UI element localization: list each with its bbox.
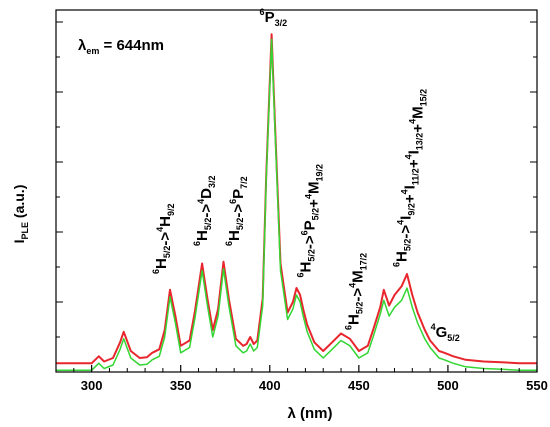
emission-wavelength-note: λem = 644nm [78,37,164,56]
series-line-2 [56,38,537,372]
transition-label-1: 6H5/2->4H9/2 [151,203,176,274]
x-axis-ticks: 300 350 400 450 500 550 [55,365,548,393]
x-tick-label: 550 [526,378,548,393]
transition-label-3: 6H5/2->6P7/2 [224,176,249,246]
transition-label-5: 6H5/2->6P5/2+4M19/2 [295,164,324,278]
transition-label-6: 6H5/2->4M17/2 [344,253,369,330]
plot-frame [55,9,538,373]
x-tick-label: 350 [170,378,192,393]
x-tick-label: 450 [348,378,370,393]
y-axis-ticks [56,21,537,373]
transition-annotations: 6H5/2->4H9/2 6H5/2->4D3/2 6H5/2->6P7/2 6P3/… [151,7,460,343]
series-layer [56,33,537,372]
transition-label-7: 6H5/2->4I9/2+4I11/2+4I13/2+4M15/2 [392,89,429,267]
transition-label-2: 6H5/2->4D3/2 [192,175,217,246]
series-line-1 [56,33,537,365]
y-axis-label: IPLE (a.u.) [11,185,30,244]
transition-label-4: 6P3/2 [260,7,288,28]
x-tick-label: 300 [81,378,103,393]
x-tick-label: 400 [259,378,281,393]
transition-label-8: 4G5/2 [431,322,460,343]
x-tick-label: 500 [437,378,459,393]
x-axis-label: λ (nm) [288,405,333,422]
